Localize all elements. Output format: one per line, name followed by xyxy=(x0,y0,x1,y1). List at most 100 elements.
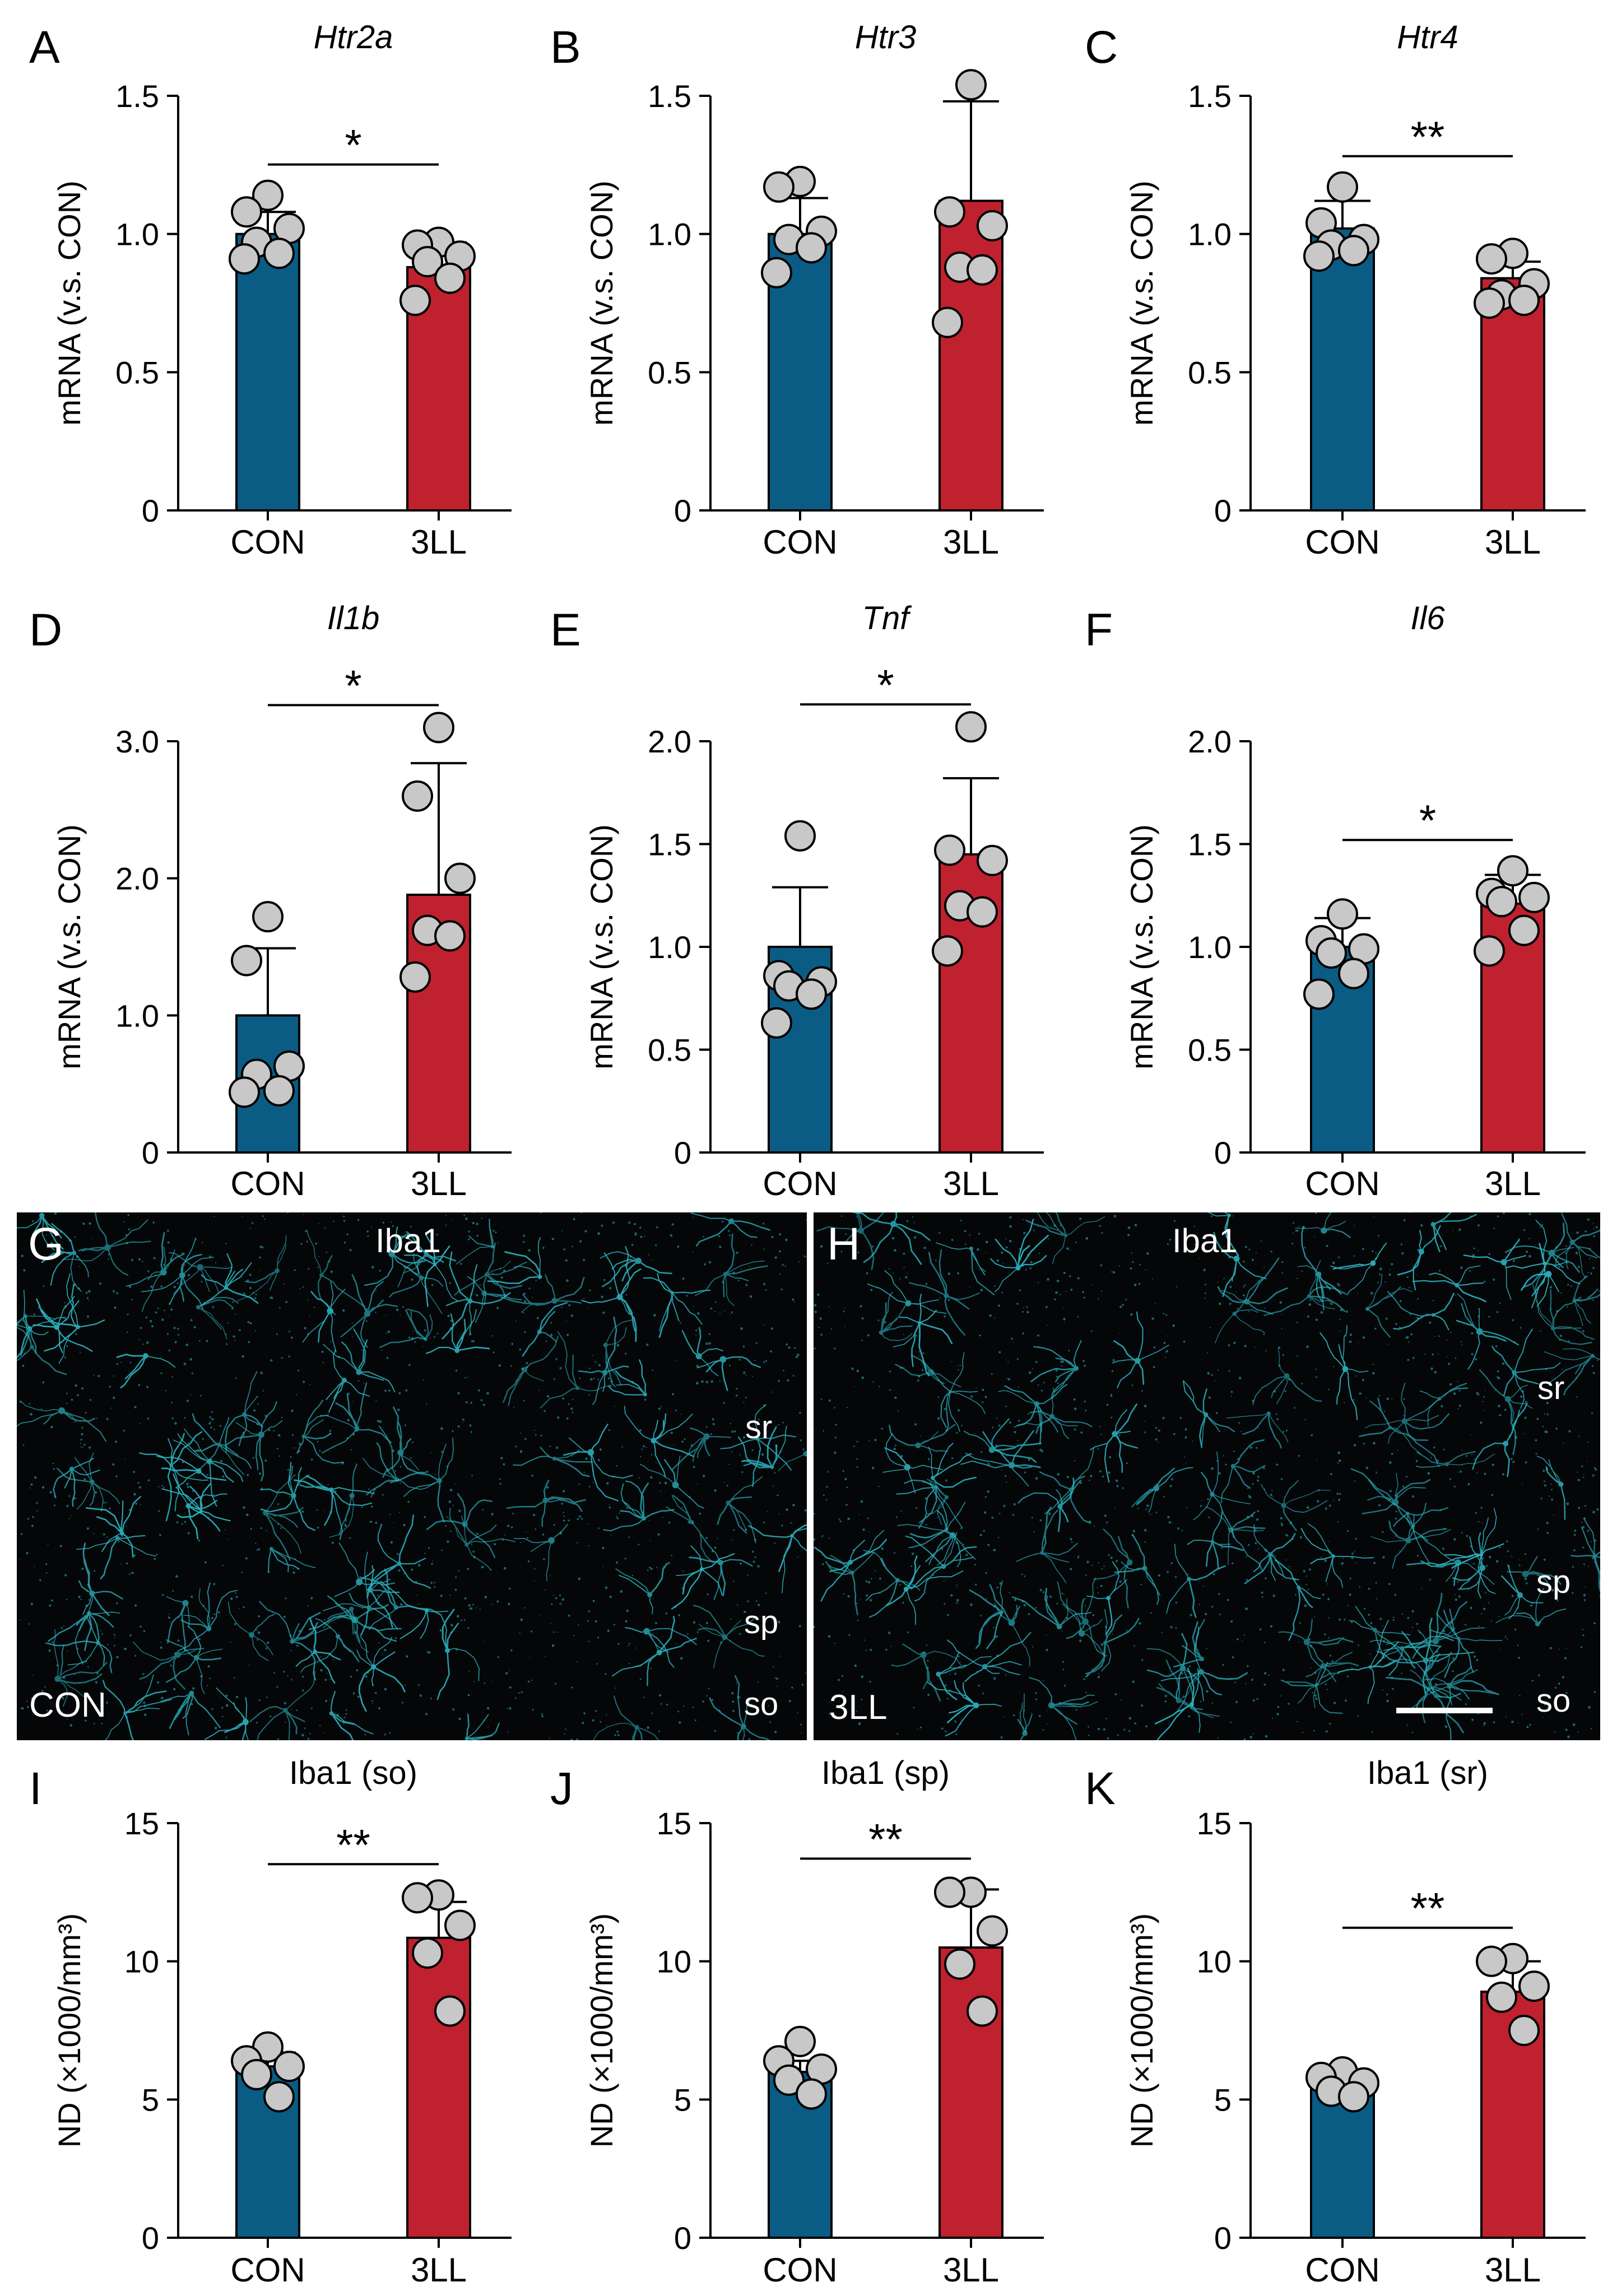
micrograph-h-punctum xyxy=(839,1520,842,1523)
micrograph-g-punctum xyxy=(542,1533,545,1536)
micrograph-h-punctum xyxy=(820,1333,823,1336)
micrograph-g-punctum xyxy=(664,1481,667,1485)
micrograph-g-punctum xyxy=(326,1672,328,1674)
micrograph-g-punctum xyxy=(777,1620,780,1624)
micrograph-g-punctum xyxy=(464,1377,466,1379)
micrograph-h-microglia-cell xyxy=(814,1530,888,1602)
micrograph-h-punctum xyxy=(1314,1236,1316,1238)
micrograph-g-process xyxy=(57,1644,65,1680)
chart-title-k: Iba1 (sr) xyxy=(1367,1755,1488,1791)
micrograph-h-process xyxy=(1367,1666,1375,1704)
micrograph-h-punctum xyxy=(878,1485,880,1487)
data-point-i-3ll xyxy=(444,1909,476,1941)
micrograph-h-punctum xyxy=(987,1490,989,1493)
micrograph-h-process xyxy=(1419,1230,1423,1253)
micrograph-g-punctum xyxy=(696,1483,698,1485)
micrograph-h-process xyxy=(1286,1375,1322,1402)
micrograph-g-punctum xyxy=(523,1241,525,1243)
micrograph-g-punctum xyxy=(536,1317,539,1319)
micrograph-h-punctum xyxy=(1566,1306,1568,1308)
micrograph-g-punctum xyxy=(50,1599,53,1602)
micrograph-g-punctum xyxy=(708,1688,710,1690)
micrograph-h-punctum xyxy=(1594,1539,1597,1542)
micrograph-g-punctum xyxy=(793,1300,795,1303)
micrograph-h-process xyxy=(945,1295,970,1310)
micrograph-g-process xyxy=(170,1433,185,1466)
micrograph-h-microglia-cell xyxy=(1207,1212,1239,1257)
micrograph-g-process xyxy=(724,1273,749,1281)
micrograph-h-punctum xyxy=(1184,1428,1187,1431)
micrograph-h-punctum xyxy=(1344,1402,1345,1403)
micrograph-g-punctum xyxy=(400,1466,402,1468)
micrograph-g-punctum xyxy=(21,1254,24,1257)
micrograph-h-punctum xyxy=(1442,1547,1445,1550)
micrograph-h-punctum xyxy=(998,1351,1001,1354)
micrograph-g-process xyxy=(327,1608,352,1620)
micrograph-h-punctum xyxy=(964,1243,967,1245)
micrograph-h-process xyxy=(1205,1414,1235,1433)
micrograph-g-process xyxy=(475,1293,485,1323)
micrograph-g-punctum xyxy=(696,1631,699,1633)
micrograph-g-process xyxy=(259,1601,293,1642)
micrograph-g-process xyxy=(469,1264,478,1302)
micrograph-h-punctum xyxy=(1401,1613,1404,1615)
micrograph-g-microglia-cell xyxy=(666,1494,713,1563)
micrograph-h-process xyxy=(885,1588,907,1607)
micrograph-g-punctum xyxy=(747,1600,749,1602)
micrograph-g-process xyxy=(53,1468,73,1499)
micrograph-g-punctum xyxy=(519,1348,522,1351)
micrograph-g-punctum xyxy=(309,1315,310,1317)
micrograph-g-soma xyxy=(672,1481,679,1489)
micrograph-h-punctum xyxy=(1565,1691,1568,1694)
micrograph-h-process xyxy=(1081,1633,1106,1658)
micrograph-h-microglia-cell xyxy=(1472,1402,1528,1477)
micrograph-h-process xyxy=(1041,1552,1070,1563)
micrograph-h-punctum xyxy=(867,1581,871,1584)
micrograph-h-punctum xyxy=(1134,1722,1137,1725)
micrograph-g-process xyxy=(420,1610,429,1639)
category-label-d-3ll: 3LL xyxy=(411,1165,467,1202)
micrograph-g-process xyxy=(658,1616,676,1653)
micrograph-h-microglia-cell xyxy=(1114,1533,1161,1605)
micrograph-g-process xyxy=(62,1247,108,1262)
micrograph-h-process xyxy=(885,1433,908,1468)
significance-marker-e: * xyxy=(877,660,894,709)
micrograph-g-process xyxy=(538,1310,556,1333)
micrograph-h-process xyxy=(1056,1489,1062,1507)
micrograph-h-process xyxy=(1146,1667,1184,1677)
micrograph-g-process xyxy=(50,1252,75,1286)
micrograph-g-process xyxy=(121,1532,134,1558)
micrograph-h-punctum xyxy=(1099,1426,1101,1428)
micrograph-h-process xyxy=(1369,1660,1396,1668)
micrograph-g-process xyxy=(271,1548,289,1573)
micrograph-g-process xyxy=(331,1712,355,1725)
micrograph-g-punctum xyxy=(681,1507,683,1509)
y-tick-label-f: 0 xyxy=(1214,1135,1232,1170)
micrograph-h-punctum xyxy=(1127,1234,1130,1237)
micrograph-g-process xyxy=(425,1314,433,1340)
micrograph-g-microglia-cell xyxy=(379,1308,433,1348)
micrograph-h-punctum xyxy=(1407,1616,1410,1619)
micrograph-g-process xyxy=(442,1609,455,1652)
micrograph-h-punctum xyxy=(1434,1336,1436,1337)
micrograph-h-punctum xyxy=(871,1578,872,1580)
micrograph-g-process xyxy=(392,1406,402,1454)
micrograph-h-soma xyxy=(944,1495,949,1499)
micrograph-h-punctum xyxy=(1457,1381,1458,1383)
micrograph-g-process xyxy=(620,1510,645,1519)
micrograph-g-process xyxy=(176,1488,189,1507)
micrograph-g-process xyxy=(757,1438,792,1471)
micrograph-g-process xyxy=(633,1726,638,1740)
micrograph-h-punctum xyxy=(1586,1461,1588,1462)
micrograph-h-punctum xyxy=(1005,1674,1007,1676)
micrograph-g-soma xyxy=(241,1412,247,1417)
micrograph-h-process xyxy=(851,1551,875,1574)
micrograph-h-punctum xyxy=(1130,1313,1133,1316)
micrograph-h-process xyxy=(1232,1465,1266,1472)
micrograph-g-punctum xyxy=(765,1592,767,1594)
micrograph-h-punctum xyxy=(1043,1382,1046,1384)
micrograph-g-punctum xyxy=(472,1221,475,1225)
micrograph-g-punctum xyxy=(425,1403,428,1405)
micrograph-h-process xyxy=(1448,1680,1499,1695)
